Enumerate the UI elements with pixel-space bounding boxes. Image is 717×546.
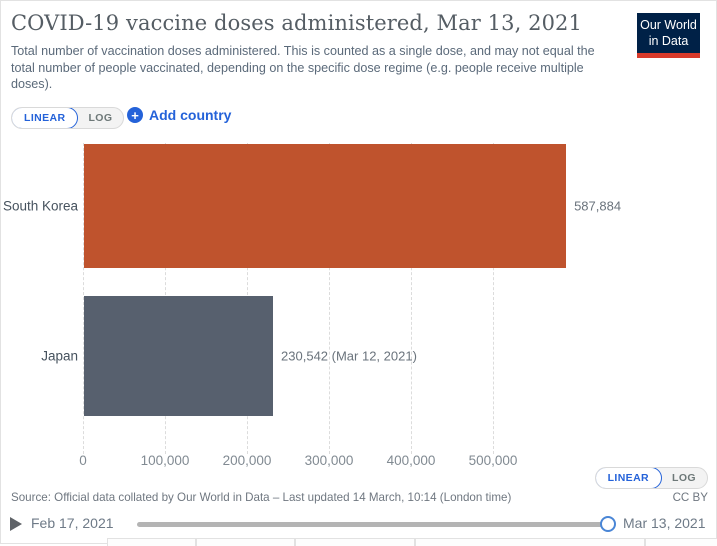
x-axis-tick-label: 100,000 bbox=[140, 453, 190, 468]
add-country-button[interactable]: + Add country bbox=[127, 107, 231, 123]
bar-south-korea[interactable] bbox=[84, 144, 567, 268]
gridline-0 bbox=[83, 143, 84, 454]
x-axis-tick-label: 300,000 bbox=[304, 453, 354, 468]
footer-tab-strip bbox=[1, 538, 717, 546]
scale-toggle-bottom: LINEAR LOG bbox=[594, 467, 708, 489]
entity-label-south-korea[interactable]: South Korea bbox=[2, 198, 78, 214]
value-label-south-korea: 587,884 bbox=[574, 198, 622, 214]
timeline: Feb 17, 2021 Mar 13, 2021 bbox=[1, 511, 717, 537]
footer-source-row: Source: Official data collated by Our Wo… bbox=[11, 491, 708, 504]
owid-logo[interactable]: Our World in Data bbox=[637, 13, 700, 59]
page-title: COVID-19 vaccine doses administered, Mar… bbox=[11, 11, 582, 35]
gridline-500,000 bbox=[493, 143, 494, 454]
log-toggle-button[interactable]: LOG bbox=[88, 112, 113, 124]
plus-icon: + bbox=[127, 107, 143, 123]
gridline-400,000 bbox=[411, 143, 412, 454]
bar-japan[interactable] bbox=[84, 296, 274, 416]
x-axis-tick-label: 500,000 bbox=[468, 453, 518, 468]
gridline-300,000 bbox=[329, 143, 330, 454]
owid-logo-line1: Our World bbox=[640, 18, 697, 32]
footer-tab-2[interactable] bbox=[196, 538, 295, 546]
timeline-slider-handle[interactable] bbox=[600, 516, 616, 532]
footer-tab-5[interactable] bbox=[645, 538, 717, 546]
x-axis-tick-label: 400,000 bbox=[386, 453, 436, 468]
owid-logo-line2: in Data bbox=[648, 33, 689, 48]
x-axis-tick-label: 200,000 bbox=[222, 453, 272, 468]
linear-toggle-button[interactable]: LINEAR bbox=[12, 108, 79, 128]
x-axis-tick-label: 0 bbox=[79, 453, 87, 468]
footer-tab-1[interactable] bbox=[107, 538, 196, 546]
timeline-slider-track[interactable] bbox=[137, 522, 607, 527]
chart-subtitle: Total number of vaccination doses admini… bbox=[11, 44, 595, 92]
add-country-label: Add country bbox=[149, 107, 232, 123]
linear-toggle-button-bottom[interactable]: LINEAR bbox=[595, 468, 663, 488]
license-label[interactable]: CC BY bbox=[672, 491, 708, 504]
footer-tab-4[interactable] bbox=[415, 538, 645, 546]
value-label-japan: 230,542 (Mar 12, 2021) bbox=[281, 348, 417, 364]
log-toggle-button-bottom[interactable]: LOG bbox=[672, 472, 696, 484]
source-text[interactable]: Source: Official data collated by Our Wo… bbox=[11, 491, 512, 504]
timeline-start-date[interactable]: Feb 17, 2021 bbox=[31, 515, 114, 531]
timeline-end-date[interactable]: Mar 13, 2021 bbox=[623, 515, 706, 531]
footer-tab-3[interactable] bbox=[295, 538, 415, 546]
entity-label-japan[interactable]: Japan bbox=[41, 348, 78, 364]
play-icon[interactable] bbox=[10, 517, 22, 531]
scale-toggle-top: LINEAR LOG bbox=[11, 107, 125, 129]
